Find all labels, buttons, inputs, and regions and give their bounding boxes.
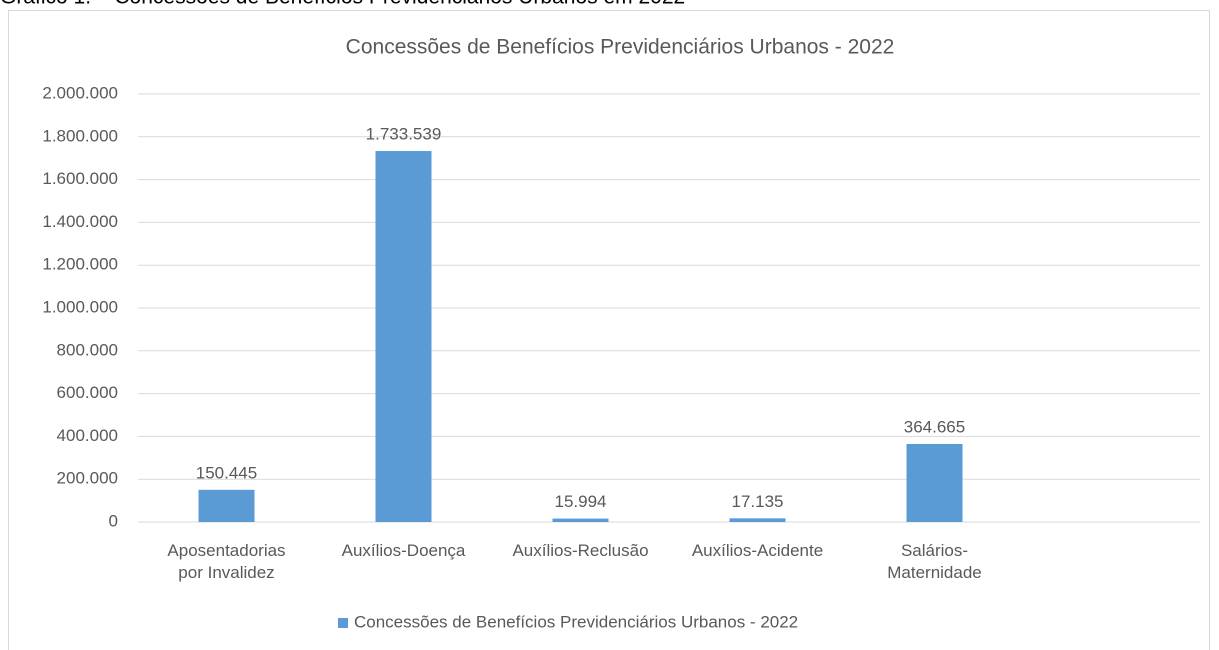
caption: Gráfico 1. – Concessões de Benefícios Pr… xyxy=(0,0,685,9)
chart-border xyxy=(8,10,1210,650)
bar xyxy=(198,489,255,522)
y-tick-label: 200.000 xyxy=(57,469,118,488)
y-tick-label: 1.200.000 xyxy=(42,255,118,274)
y-tick-label: 1.400.000 xyxy=(42,212,118,231)
data-label: 17.135 xyxy=(732,492,784,511)
legend-label: Concessões de Benefícios Previdenciários… xyxy=(354,612,798,631)
bar xyxy=(375,151,432,523)
x-tick-label: Salários- Maternidade xyxy=(887,541,982,582)
y-tick-label: 1.000.000 xyxy=(42,297,118,316)
x-tick-label: Auxílios-Acidente xyxy=(691,541,824,560)
chart-title: Concessões de Benefícios Previdenciários… xyxy=(346,36,895,59)
bar xyxy=(729,518,786,522)
x-tick-label: Aposentadorias por Invalidez xyxy=(167,541,286,582)
y-tick-label: 400.000 xyxy=(57,426,118,445)
data-label: 364.665 xyxy=(904,417,965,436)
y-tick-label: 1.800.000 xyxy=(42,126,118,145)
bar xyxy=(906,443,963,522)
data-label: 1.733.539 xyxy=(366,125,442,144)
data-label: 150.445 xyxy=(196,463,257,482)
bar xyxy=(552,518,609,522)
data-label: 15.994 xyxy=(555,492,607,511)
legend-swatch xyxy=(338,618,348,628)
x-tick-label: Auxílios-Doença xyxy=(341,541,466,560)
x-tick-label: Auxílios-Reclusão xyxy=(512,541,649,560)
y-tick-label: 0 xyxy=(109,511,118,530)
y-tick-label: 800.000 xyxy=(57,340,118,359)
y-tick-label: 600.000 xyxy=(57,383,118,402)
y-tick-label: 2.000.000 xyxy=(42,83,118,102)
y-tick-label: 1.600.000 xyxy=(42,169,118,188)
